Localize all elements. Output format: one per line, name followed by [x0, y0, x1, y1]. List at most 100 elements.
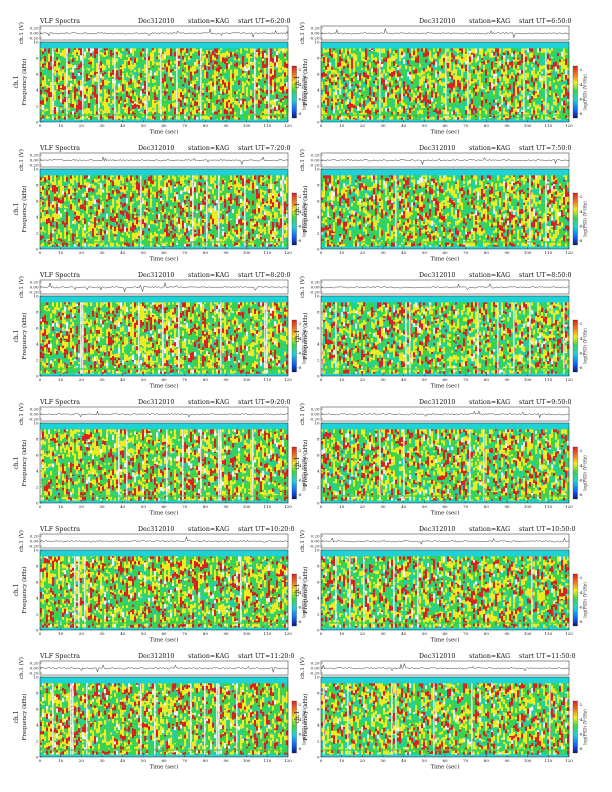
spectrogram-cell — [218, 54, 221, 57]
spectrogram-cell — [533, 101, 536, 107]
spectrogram-cell — [182, 95, 185, 100]
spectrogram-cell — [567, 99, 570, 102]
spectrogram-cell — [192, 90, 195, 93]
spectrogram-cell — [361, 95, 364, 97]
spectrogram-cell — [497, 56, 500, 59]
spectrogram-cell — [429, 71, 432, 76]
spectrogram-cell — [481, 96, 484, 101]
spectrogram-cell — [156, 93, 159, 95]
spectrogram-cell — [72, 223, 75, 226]
spectrogram-cell — [204, 108, 207, 111]
spectrogram-cell — [461, 71, 464, 75]
spectrogram-cell — [409, 53, 412, 58]
spectrogram-cell — [383, 97, 386, 103]
spectrogram-cell — [182, 99, 185, 105]
spectrogram-cell — [92, 78, 95, 81]
spectrogram-cell — [180, 97, 183, 100]
spectrogram-cell — [517, 108, 520, 112]
spectrogram-cell — [108, 59, 111, 65]
spectrogram-cell — [56, 203, 59, 209]
spectrogram-cell — [463, 68, 466, 72]
spectrogram-cell — [373, 81, 376, 84]
spectrogram-cell — [471, 116, 474, 120]
spectrogram-cell — [401, 118, 404, 120]
spectrogram-cell — [194, 65, 197, 68]
spectrogram-cell — [52, 244, 55, 246]
spectrogram-cell — [321, 57, 324, 62]
spectrogram-cell — [194, 53, 197, 58]
spectrogram-cell — [130, 66, 133, 71]
spectrogram-cell — [212, 103, 215, 106]
spectrogram-cell — [204, 78, 207, 83]
spectrogram-cell — [479, 76, 482, 80]
spectrogram-cell — [413, 74, 416, 79]
spectrogram-cell — [451, 52, 454, 58]
spectrogram-cell — [116, 90, 119, 93]
spectrogram-cell — [323, 76, 326, 80]
spectrogram-cell — [489, 93, 492, 98]
spectrogram-cell — [84, 70, 87, 73]
spectrogram-cell — [44, 109, 47, 112]
spectrogram-cell — [397, 87, 400, 92]
spectrogram-cell — [529, 114, 532, 118]
spectrogram-cell — [150, 70, 153, 74]
spectrogram-cell — [40, 64, 43, 67]
spectrogram-cell — [473, 91, 476, 97]
spectrogram-cell — [387, 96, 390, 103]
spectrogram-cell — [130, 99, 133, 103]
spectrogram-cell — [94, 108, 97, 114]
spectrogram-cell — [481, 73, 484, 76]
spectrogram-cell — [116, 70, 119, 72]
spectrogram-cell — [50, 216, 53, 220]
spectrogram-cell — [409, 101, 412, 106]
spectrogram-cell — [503, 117, 506, 120]
spectrogram-cell — [493, 79, 496, 85]
spectrogram-cell — [274, 95, 277, 100]
spectrogram-cell — [465, 81, 468, 84]
spectrogram-cell — [56, 77, 59, 82]
spectrogram-cell — [264, 57, 267, 59]
spectrogram-cell — [174, 48, 177, 53]
spectrogram-cell — [491, 69, 494, 71]
spectrogram-cell — [553, 52, 556, 55]
spectrogram-cell — [553, 86, 556, 90]
spectrogram-cell — [423, 74, 426, 76]
spectrogram-cell — [405, 50, 408, 53]
spectrogram-cell — [533, 115, 536, 118]
spectrogram-cell — [240, 98, 243, 101]
spectrogram-cell — [250, 95, 253, 99]
spectrogram-cell — [132, 116, 135, 120]
spectrogram-cell — [497, 106, 500, 109]
spectrogram-cell — [487, 72, 490, 74]
spectrogram-cell — [495, 67, 498, 70]
spectrogram-cell — [232, 117, 235, 120]
spectrogram-cell — [561, 89, 564, 93]
spectrogram-cell — [365, 97, 368, 100]
spectrogram-cell — [54, 193, 57, 197]
spectrogram-cell — [50, 245, 53, 247]
spectrogram-cell — [58, 234, 61, 238]
spectrogram-cell — [136, 61, 139, 67]
spectrogram-cell — [142, 57, 145, 60]
spectrogram-cell — [375, 97, 378, 101]
spectrogram-cell — [501, 64, 504, 69]
spectrogram-cell — [150, 61, 153, 64]
spectrogram-cell — [222, 84, 225, 89]
spectrogram-cell — [248, 102, 251, 107]
spectrogram-cell — [435, 61, 438, 68]
spectrogram-cell — [461, 85, 464, 90]
spectrogram-cell — [138, 58, 141, 64]
spectrogram-cell — [567, 92, 570, 98]
spectrogram-cell — [46, 239, 49, 241]
spectrogram-cell — [76, 53, 79, 57]
spectrogram-cell — [437, 56, 440, 60]
spectrogram-cell — [54, 231, 57, 233]
spectrogram-cell — [134, 96, 137, 99]
spectrogram-cell — [262, 111, 265, 113]
spectrogram-ytick-label: 6 — [36, 71, 39, 76]
spectrogram-cell — [323, 48, 326, 54]
spectrogram-cell — [92, 66, 95, 69]
spectrogram-cell — [533, 55, 536, 59]
spectrogram-cell — [407, 118, 410, 120]
spectrogram-cell — [533, 95, 536, 99]
